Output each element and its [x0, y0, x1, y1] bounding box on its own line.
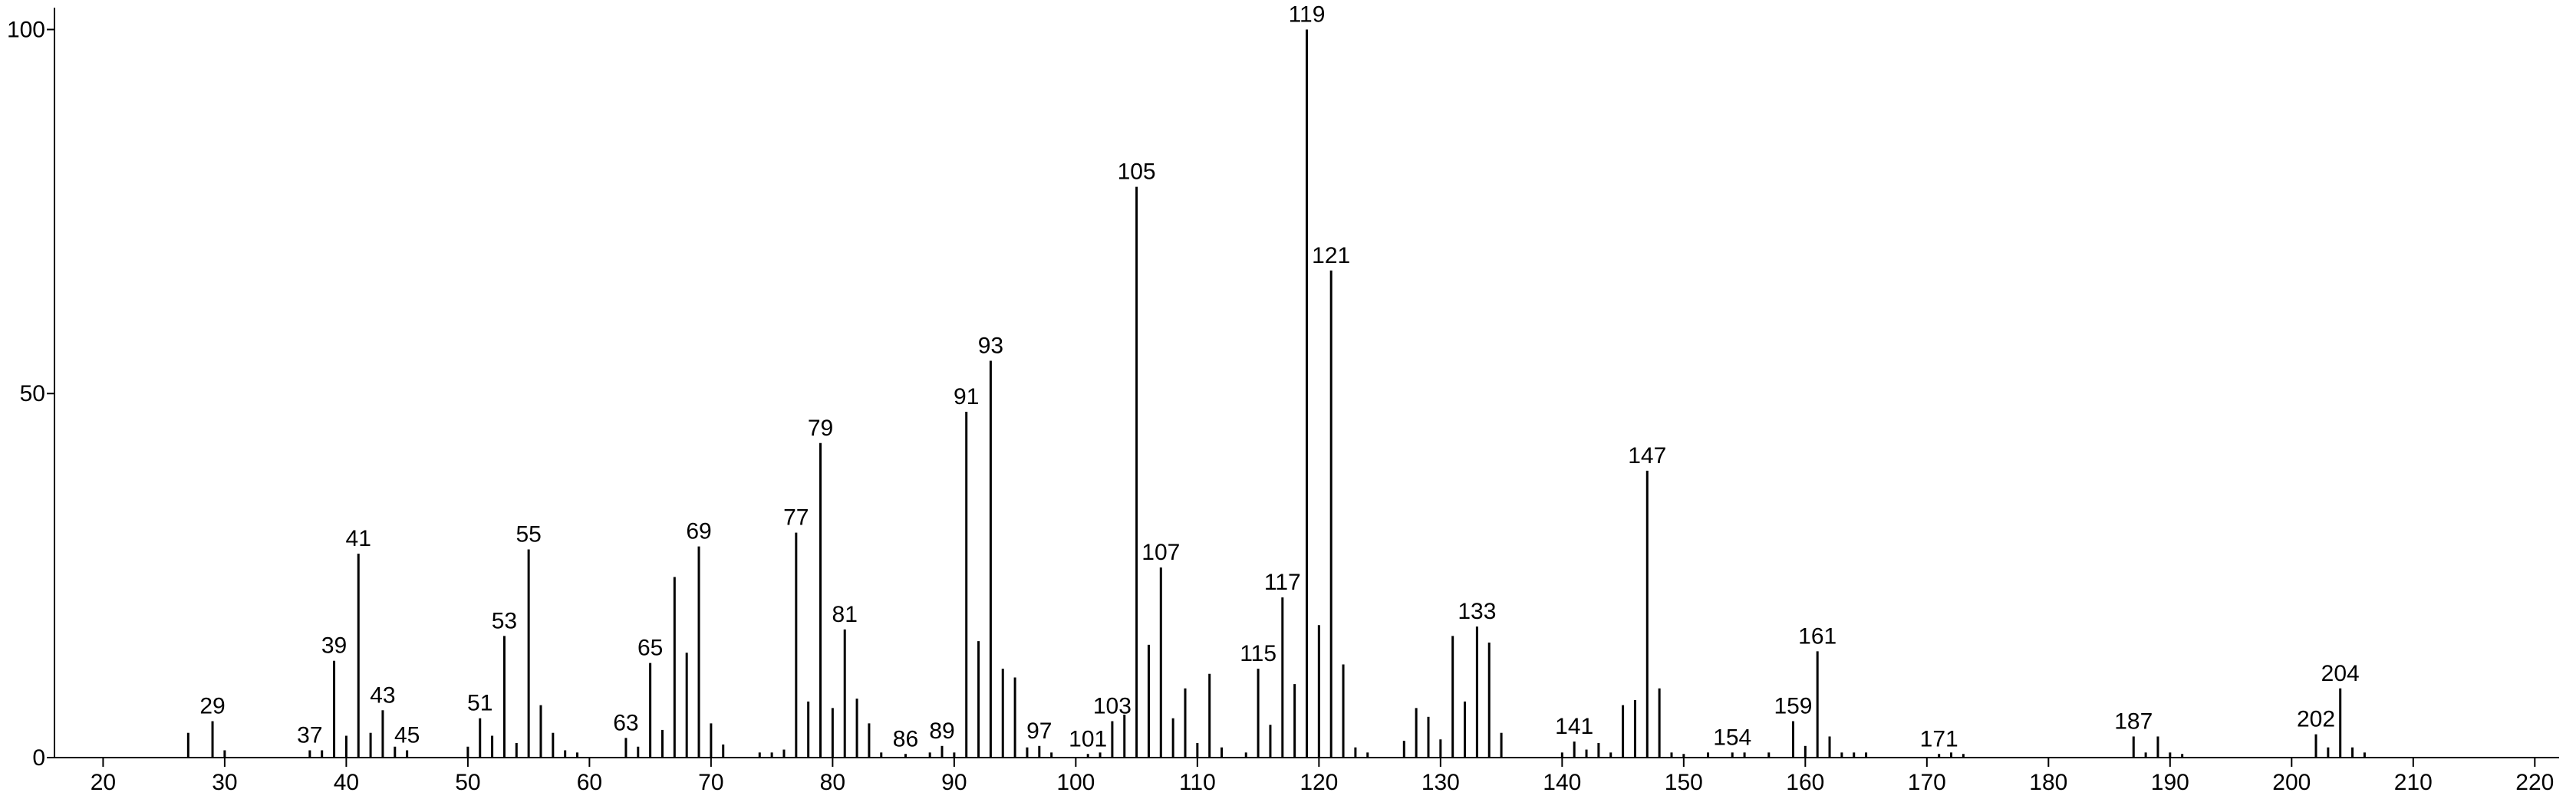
- y-tick-label: 0: [32, 745, 45, 771]
- peak-label: 187: [2114, 709, 2153, 734]
- x-tick-label: 170: [1908, 770, 1946, 795]
- x-tick-label: 220: [2515, 770, 2554, 795]
- peak-label: 63: [613, 710, 638, 735]
- x-tick-label: 150: [1665, 770, 1703, 795]
- peak-label: 55: [516, 521, 541, 547]
- peak-label: 159: [1774, 694, 1812, 719]
- x-tick-label: 160: [1786, 770, 1824, 795]
- peak-label: 147: [1628, 443, 1666, 469]
- peak-label: 107: [1141, 540, 1180, 565]
- peak-label: 89: [929, 718, 954, 744]
- x-tick-label: 40: [334, 770, 359, 795]
- peak-label: 69: [686, 519, 711, 544]
- peak-label: 41: [346, 526, 371, 551]
- x-tick-label: 90: [941, 770, 967, 795]
- peak-label: 97: [1026, 718, 1052, 744]
- y-tick-label: 100: [7, 17, 45, 42]
- peak-label: 93: [978, 334, 1003, 359]
- peak-label: 161: [1798, 623, 1836, 649]
- x-tick-label: 120: [1300, 770, 1338, 795]
- x-tick-label: 60: [577, 770, 602, 795]
- x-tick-label: 100: [1056, 770, 1095, 795]
- peak-label: 81: [832, 602, 858, 627]
- peak-label: 115: [1240, 641, 1276, 666]
- peak-label: 79: [808, 416, 833, 441]
- peak-label: 171: [1920, 726, 1958, 751]
- x-tick-label: 20: [91, 770, 116, 795]
- x-tick-label: 70: [698, 770, 723, 795]
- peak-label: 101: [1069, 726, 1107, 751]
- peak-label: 141: [1555, 714, 1593, 739]
- peak-label: 91: [954, 384, 979, 409]
- peak-label: 202: [2297, 707, 2335, 732]
- peak-label: 204: [2321, 661, 2360, 686]
- y-tick-label: 50: [20, 381, 45, 406]
- peak-label: 29: [199, 694, 225, 719]
- peak-label: 105: [1118, 159, 1156, 185]
- x-tick-label: 200: [2272, 770, 2311, 795]
- peak-label: 154: [1713, 725, 1751, 750]
- x-tick-label: 50: [455, 770, 480, 795]
- peak-label: 45: [394, 723, 420, 748]
- peak-label: 103: [1093, 694, 1132, 719]
- peak-label: 133: [1458, 599, 1496, 624]
- peak-label: 39: [321, 633, 347, 659]
- peak-label: 37: [297, 723, 322, 748]
- peak-label: 121: [1312, 243, 1350, 268]
- x-tick-label: 190: [2151, 770, 2189, 795]
- peak-label: 53: [492, 608, 517, 633]
- peak-label: 43: [370, 682, 395, 708]
- peak-label: 117: [1264, 570, 1301, 595]
- peak-label: 51: [467, 691, 492, 716]
- x-tick-label: 180: [2029, 770, 2067, 795]
- peak-label: 86: [893, 726, 918, 751]
- peak-label: 119: [1289, 2, 1326, 27]
- x-tick-label: 130: [1421, 770, 1460, 795]
- x-tick-label: 80: [820, 770, 845, 795]
- peak-label: 65: [637, 636, 663, 661]
- x-tick-label: 210: [2394, 770, 2433, 795]
- x-tick-label: 140: [1543, 770, 1581, 795]
- x-tick-label: 30: [212, 770, 237, 795]
- x-tick-label: 110: [1179, 770, 1216, 795]
- peak-label: 77: [783, 505, 809, 531]
